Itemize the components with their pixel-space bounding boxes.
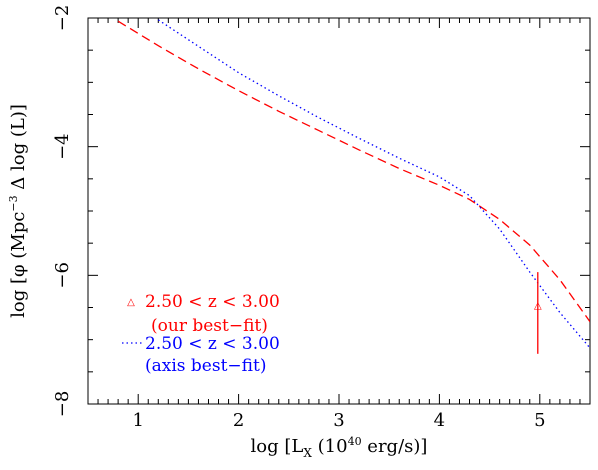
x-axis-title: log [LX (1040 erg/s)] (251, 435, 428, 460)
error-bar-layer: △ (534, 272, 542, 354)
y-tick-label: −6 (52, 262, 73, 289)
axis-tick-labels: 1 2 3 4 5 −8 −6 −4 −2 (52, 5, 546, 431)
series-layer (117, 19, 590, 349)
legend-sublabel-series-1: (our best−fit) (151, 316, 268, 336)
axis-ticks (87, 17, 591, 405)
legend: △ 2.50 < z < 3.00 (our best−fit) 2.50 < … (122, 292, 280, 376)
data-point-marker: △ (534, 300, 542, 311)
x-tick-label: 1 (132, 410, 143, 431)
y-tick-label: −2 (52, 5, 73, 32)
x-tick-label: 2 (233, 410, 244, 431)
legend-label-series-1: 2.50 < z < 3.00 (145, 292, 280, 312)
x-tick-label: 3 (333, 410, 344, 431)
legend-label-series-2: 2.50 < z < 3.00 (145, 334, 280, 354)
y-tick-label: −8 (52, 391, 73, 418)
series-line-2 (157, 19, 590, 349)
series-line-1 (117, 20, 590, 323)
legend-marker-triangle: △ (127, 297, 135, 308)
x-tick-label: 5 (534, 410, 545, 431)
y-axis-title: log [φ (Mpc−3 Δ log (L)] (7, 104, 29, 318)
legend-sublabel-series-2: (axis best−fit) (145, 356, 266, 376)
x-tick-label: 4 (434, 410, 445, 431)
y-tick-label: −4 (52, 133, 73, 160)
